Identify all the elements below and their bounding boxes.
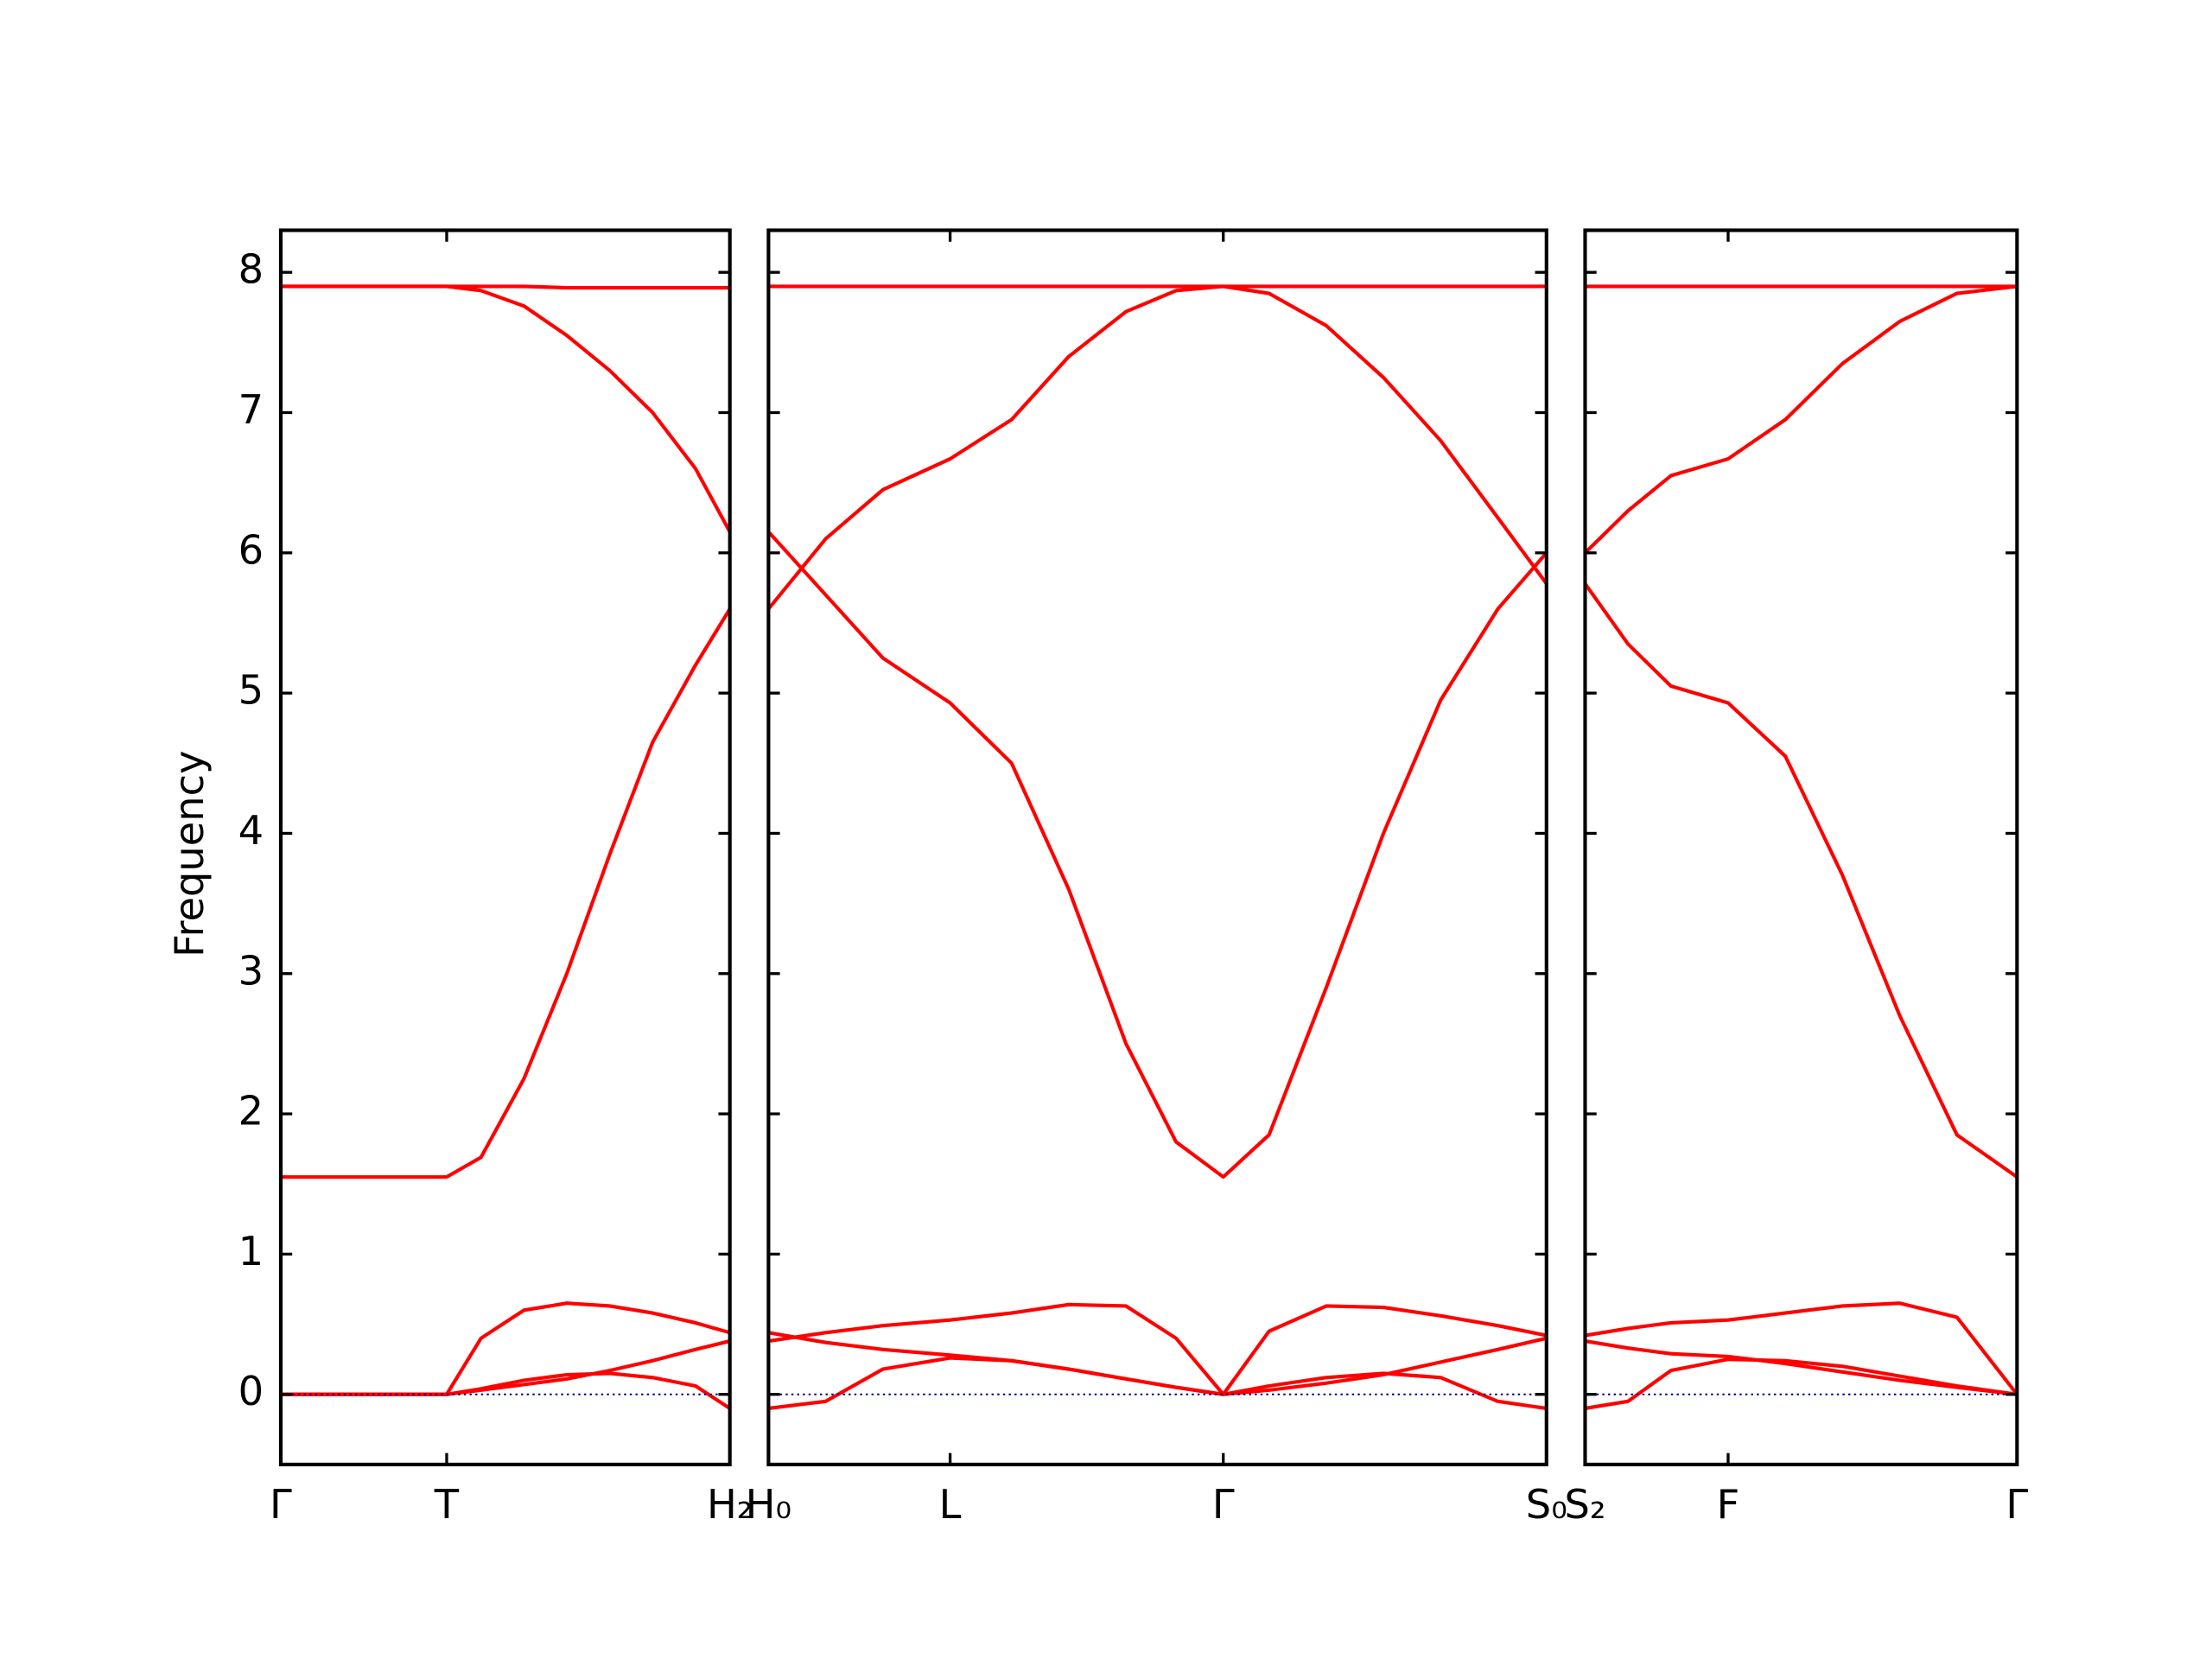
- band-line: [280, 1301, 731, 1396]
- y-tick-label: 7: [238, 386, 264, 433]
- band-line: [1584, 284, 2018, 555]
- x-tick-label: Γ: [270, 1481, 292, 1528]
- x-tick-label: S₂: [1564, 1481, 1605, 1528]
- x-tick-label: T: [434, 1481, 460, 1528]
- band-line: [1585, 1357, 2018, 1411]
- band-line: [1583, 582, 2018, 1179]
- band-line: [768, 1356, 1548, 1411]
- band-line: [280, 1339, 731, 1396]
- y-axis-label: Frequency: [166, 750, 213, 957]
- band-line: [766, 531, 1548, 1179]
- x-tick-label: H₀: [746, 1481, 791, 1528]
- plot-frame: [766, 228, 1548, 1466]
- x-tick-label: L: [939, 1481, 962, 1528]
- y-tick-label: 5: [238, 667, 264, 714]
- y-tick-label: 2: [238, 1088, 264, 1135]
- x-tick-label: H₂: [707, 1481, 753, 1528]
- band-line: [280, 1371, 731, 1410]
- y-tick-label: 3: [238, 947, 264, 994]
- x-tick-label: S₀: [1526, 1481, 1567, 1528]
- band-line: [766, 284, 1548, 611]
- plot-frame: [278, 228, 732, 1466]
- band-line: [768, 1302, 1548, 1396]
- y-tick-label: 8: [238, 246, 264, 293]
- x-tick-label: Γ: [2005, 1481, 2028, 1528]
- y-tick-label: 4: [238, 807, 264, 854]
- band-line: [1585, 1339, 2018, 1396]
- band-line: [280, 607, 732, 1179]
- plot-frame: [1583, 228, 2019, 1466]
- band-line: [1585, 1301, 2018, 1396]
- y-tick-label: 0: [238, 1368, 264, 1414]
- x-tick-label: Γ: [1212, 1481, 1235, 1528]
- y-tick-label: 1: [238, 1228, 264, 1274]
- band-line: [280, 284, 732, 533]
- y-tick-label: 6: [238, 526, 264, 573]
- x-tick-label: F: [1717, 1481, 1740, 1528]
